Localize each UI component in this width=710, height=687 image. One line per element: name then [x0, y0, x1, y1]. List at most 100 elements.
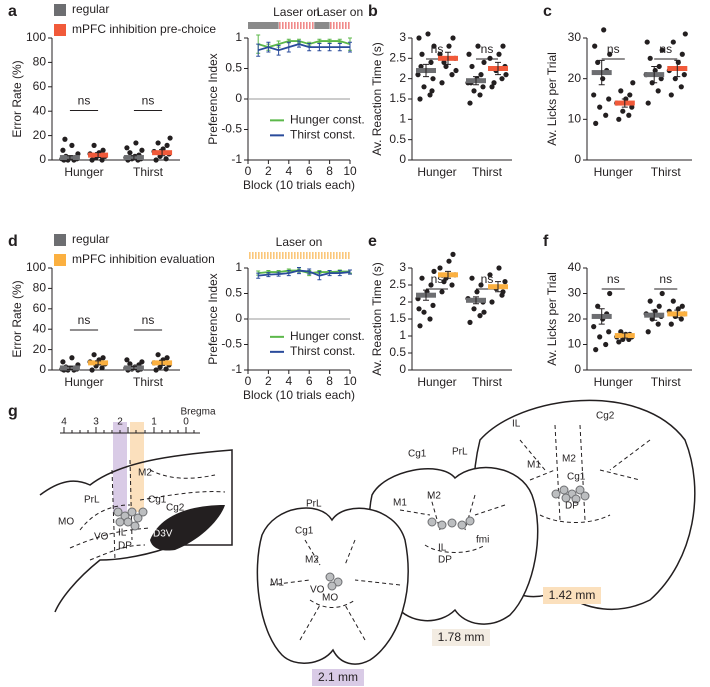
legend-label: Thirst const. — [290, 344, 355, 358]
point — [446, 43, 452, 49]
y-axis-label: Error Rate (%) — [10, 280, 24, 357]
error-bar — [159, 359, 166, 366]
panel-g: g Bregma 4 3 2 1 0 M2 PrL Cg1 Cg2 MO IL … — [8, 399, 696, 686]
error-bar — [256, 272, 261, 279]
point — [449, 72, 455, 78]
x-tick-label: Hunger — [594, 165, 633, 179]
region-label: D3V — [153, 529, 173, 540]
region-label: DP — [438, 555, 452, 566]
y-tick-label: 0 — [399, 362, 406, 376]
point — [431, 43, 437, 49]
x-tick-label: Thirst — [651, 165, 682, 179]
point — [421, 84, 427, 90]
series-line — [258, 269, 351, 277]
point — [475, 43, 481, 49]
error-bar — [327, 270, 332, 277]
region-label: M1 — [270, 578, 284, 589]
sites — [427, 516, 475, 530]
error-bar — [130, 155, 137, 160]
y-tick-label: 0 — [399, 152, 406, 166]
error-bar — [317, 42, 322, 52]
point — [670, 298, 676, 304]
x-tick-label: Thirst — [472, 375, 503, 389]
error-bar — [159, 149, 166, 157]
error-bar — [423, 289, 429, 301]
error-bar — [598, 59, 605, 86]
error-bar — [256, 43, 261, 57]
x-tick-label: 2 — [265, 164, 272, 178]
series-line — [257, 43, 350, 52]
legend-swatch — [54, 234, 66, 246]
section-regions — [519, 424, 651, 523]
point — [446, 258, 452, 264]
y-tick-label: 0 — [39, 362, 46, 376]
error-bar — [276, 271, 281, 277]
error-bar — [621, 98, 628, 108]
y-tick-label: 60 — [33, 79, 47, 93]
x-tick-label: Thirst — [472, 165, 503, 179]
region-label: fmi — [476, 535, 489, 546]
annotation: ns — [142, 313, 155, 327]
point — [477, 313, 483, 319]
y-tick-label: 0 — [574, 152, 581, 166]
point — [591, 324, 597, 330]
x-tick-label: 0 — [245, 374, 252, 388]
y-tick-label: 2.5 — [389, 51, 406, 65]
y-tick-label: 0 — [235, 311, 242, 325]
error-bar — [651, 309, 658, 321]
sites — [113, 507, 148, 531]
depth-label: 1.42 mm — [549, 588, 596, 602]
y-axis-label: Error Rate (%) — [10, 60, 24, 137]
region-label: DP — [565, 501, 579, 512]
point — [430, 302, 436, 308]
error-bar — [423, 63, 429, 78]
point — [647, 298, 653, 304]
point — [595, 59, 601, 65]
y-tick-label: 0.5 — [389, 132, 406, 146]
y-tick-label: 0.5 — [389, 345, 406, 359]
point — [127, 361, 133, 367]
depth-label: 2.1 mm — [318, 670, 358, 684]
y-tick-label: 0.5 — [225, 61, 242, 75]
point — [416, 306, 422, 312]
point — [467, 319, 473, 325]
point — [679, 303, 685, 309]
point — [89, 157, 95, 163]
error-bar — [286, 41, 291, 53]
sagittal-outline — [39, 449, 233, 613]
y-tick-label: 80 — [33, 281, 47, 295]
depth-label: 1.78 mm — [438, 630, 485, 644]
point — [668, 321, 674, 327]
point — [629, 104, 635, 110]
legend-label: Hunger const. — [290, 329, 365, 343]
point — [681, 72, 687, 78]
depth-bg — [312, 669, 364, 686]
y-axis-label: Av. Licks per Trial — [545, 52, 559, 146]
x-tick-label: 2 — [265, 374, 272, 388]
error-bar — [95, 152, 102, 159]
error-bar — [266, 41, 271, 53]
y-tick-label: 40 — [33, 321, 47, 335]
error-bar — [651, 65, 658, 84]
point — [591, 92, 597, 98]
point — [645, 100, 651, 106]
point — [659, 47, 665, 53]
y-axis-label: Preference Index — [206, 53, 220, 144]
region-label: PrL — [84, 495, 100, 506]
error-bar — [445, 270, 451, 279]
point — [682, 31, 688, 37]
point — [124, 145, 130, 151]
point — [672, 76, 678, 82]
error-bar — [598, 308, 605, 325]
y-tick-label: 10 — [568, 112, 582, 126]
y-tick-label: 20 — [33, 342, 47, 356]
region-label: VO — [94, 532, 109, 543]
point — [62, 136, 68, 142]
annotation: ns — [142, 94, 155, 108]
y-tick-label: 0.5 — [225, 286, 242, 300]
y-tick-label: 20 — [568, 311, 582, 325]
point — [499, 76, 505, 82]
legend-label: mPFC inhibition pre-choice — [72, 22, 216, 36]
point — [427, 92, 433, 98]
y-tick-label: 40 — [568, 260, 582, 274]
